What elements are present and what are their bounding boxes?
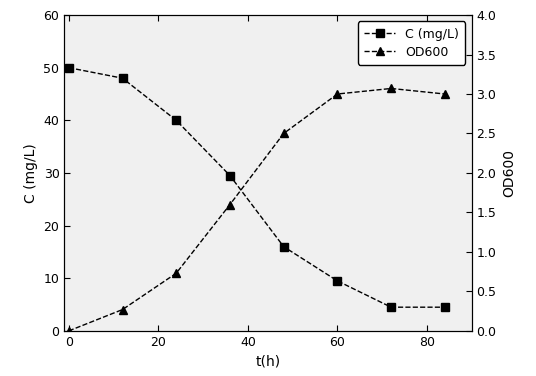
OD600 <box>334 92 340 96</box>
OD600 <box>120 307 126 312</box>
Line: C (mg/L): C (mg/L) <box>65 64 449 311</box>
Line: OD600: OD600 <box>65 84 449 335</box>
OD600 <box>65 329 72 333</box>
C (mg/L) <box>280 244 287 249</box>
C (mg/L) <box>442 305 448 309</box>
C (mg/L) <box>388 305 394 309</box>
OD600 <box>442 92 448 96</box>
C (mg/L) <box>173 118 180 123</box>
OD600 <box>388 86 394 91</box>
OD600 <box>173 271 180 276</box>
Y-axis label: OD600: OD600 <box>502 149 516 197</box>
C (mg/L) <box>227 173 233 178</box>
X-axis label: t(h): t(h) <box>256 354 280 368</box>
OD600 <box>280 131 287 136</box>
Y-axis label: C (mg/L): C (mg/L) <box>24 143 38 203</box>
C (mg/L) <box>120 76 126 80</box>
OD600 <box>227 202 233 207</box>
C (mg/L) <box>65 65 72 70</box>
Legend: C (mg/L), OD600: C (mg/L), OD600 <box>358 21 465 65</box>
C (mg/L) <box>334 279 340 283</box>
